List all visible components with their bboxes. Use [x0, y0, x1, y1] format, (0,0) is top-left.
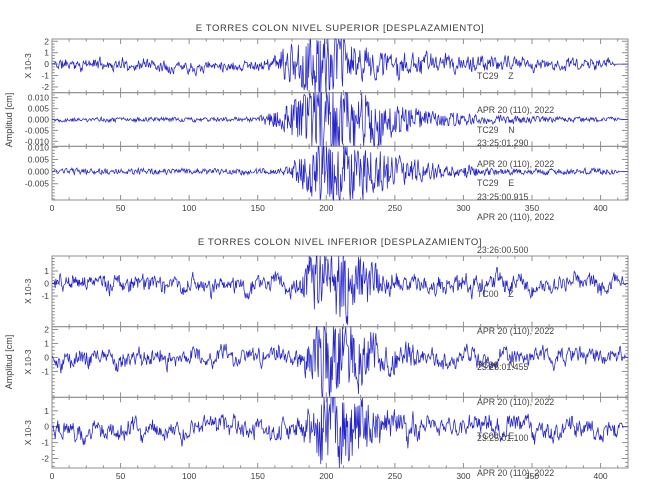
- station-channel-text: TC29 N: [477, 125, 515, 135]
- y-tick-label: 2: [44, 324, 49, 334]
- x-tick-label: 300: [456, 471, 470, 481]
- station-channel-text: TC29 E: [477, 178, 515, 188]
- x-tick-label: 50: [116, 203, 126, 213]
- time-text: 23:25:01.100: [477, 433, 529, 443]
- x-tick-label: 200: [319, 203, 333, 213]
- station-channel-text: TC00 E: [477, 431, 515, 441]
- y-tick-label: 1: [44, 48, 49, 58]
- y-tick-label: -0.005: [25, 179, 49, 189]
- y-tick-label: 1: [44, 338, 49, 348]
- y-tick-label: -0.010: [25, 136, 49, 146]
- y-tick-label: 1: [44, 406, 49, 416]
- y-tick-label: -2: [41, 82, 49, 92]
- x-tick-label: 150: [251, 203, 265, 213]
- subplot-frame-1-2: [51, 396, 629, 469]
- station-channel-text: TC00 N: [477, 360, 515, 370]
- station-channel-text: TC00 Z: [477, 289, 514, 299]
- trace-label-tc00-z: TC00 Z APR 20 (110), 2022 23:25:01.455: [477, 266, 554, 396]
- x-tick-label: 100: [182, 471, 196, 481]
- trace-label-tc29-z: TC29 Z APR 20 (110), 2022 23:25:01.290: [477, 50, 554, 171]
- date-text: APR 20 (110), 2022: [477, 467, 555, 478]
- y-tick-label: 2: [44, 36, 49, 46]
- panel-title-inferior: E TORRES COLON NIVEL INFERIOR [DESPLAZAM…: [197, 237, 483, 248]
- y-tick-label: 0: [44, 352, 49, 362]
- y-axis-label-superior: Amplitud [cm]: [4, 92, 14, 148]
- waveform-tc29-z: [51, 38, 628, 93]
- y-tick-label: 0.010: [28, 93, 50, 103]
- time-text: 23:26:00.500: [477, 245, 529, 255]
- y-scale-label: X 10-3: [23, 349, 33, 374]
- y-tick-label: 0.005: [28, 104, 50, 114]
- waveform-tc29-n: [51, 92, 628, 147]
- y-tick-label: 0: [44, 422, 49, 432]
- trace-label-tc00-e: TC00 E APR 20 (110), 2022 23:25:01.520: [477, 408, 554, 500]
- time-text: 23:25:01.290: [477, 138, 529, 148]
- x-tick-label: 250: [388, 203, 402, 213]
- x-tick-label: 0: [50, 203, 55, 213]
- y-tick-label: 0.010: [28, 142, 50, 152]
- y-scale-label: X 10-3: [23, 279, 33, 304]
- date-text: APR 20 (110), 2022: [477, 158, 555, 169]
- x-tick-label: 400: [593, 203, 607, 213]
- x-tick-label: 400: [593, 471, 607, 481]
- x-tick-label: 50: [116, 471, 126, 481]
- y-tick-label: -1: [41, 291, 49, 301]
- time-text: 23:25:00.915: [477, 192, 529, 202]
- y-scale-label: X 10-3: [23, 53, 33, 78]
- trace-label-tc29-e: TC29 E APR 20 (110), 2022 23:26:00.500: [477, 157, 554, 278]
- y-tick-label: 0.000: [28, 167, 50, 177]
- y-tick-label: -0.005: [25, 125, 49, 135]
- waveform-tc00-n: [51, 325, 628, 398]
- y-axis-label-inferior: Amplitud [cm]: [4, 334, 14, 390]
- x-tick-label: 100: [182, 203, 196, 213]
- y-tick-label: 0: [44, 279, 49, 289]
- y-tick-label: 0.005: [28, 154, 50, 164]
- trace-label-tc29-n: TC29 N APR 20 (110), 2022 23:25:00.915: [477, 104, 554, 225]
- x-tick-label: 350: [525, 203, 539, 213]
- x-tick-label: 0: [50, 471, 55, 481]
- y-tick-label: -1: [41, 438, 49, 448]
- date-text: APR 20 (110), 2022: [477, 211, 555, 222]
- x-tick-label: 350: [525, 471, 539, 481]
- station-channel-text: TC29 Z: [477, 71, 514, 81]
- trace-label-tc00-n: TC00 N APR 20 (110), 2022 23:25:01.100: [477, 337, 554, 467]
- time-text: 23:25:01.455: [477, 362, 529, 372]
- date-text: APR 20 (110), 2022: [477, 325, 555, 336]
- date-text: APR 20 (110), 2022: [477, 104, 555, 115]
- y-tick-label: -1: [41, 71, 49, 81]
- waveform-tc00-e: [51, 396, 628, 469]
- y-tick-label: 0: [44, 59, 49, 69]
- panel-title-superior: E TORRES COLON NIVEL SUPERIOR [DESPLAZAM…: [195, 23, 485, 34]
- y-tick-label: -2: [41, 453, 49, 463]
- x-tick-label: 150: [251, 471, 265, 481]
- y-tick-label: -1: [41, 366, 49, 376]
- x-tick-label: 250: [388, 471, 402, 481]
- x-tick-label: 200: [319, 471, 333, 481]
- date-text: APR 20 (110), 2022: [477, 396, 555, 407]
- y-scale-label: X 10-3: [23, 420, 33, 445]
- x-tick-label: 300: [456, 203, 470, 213]
- y-tick-label: 0.000: [28, 115, 50, 125]
- waveform-tc00-z: [51, 255, 628, 326]
- waveform-tc29-e: [51, 145, 628, 202]
- y-tick-label: 1: [44, 266, 49, 276]
